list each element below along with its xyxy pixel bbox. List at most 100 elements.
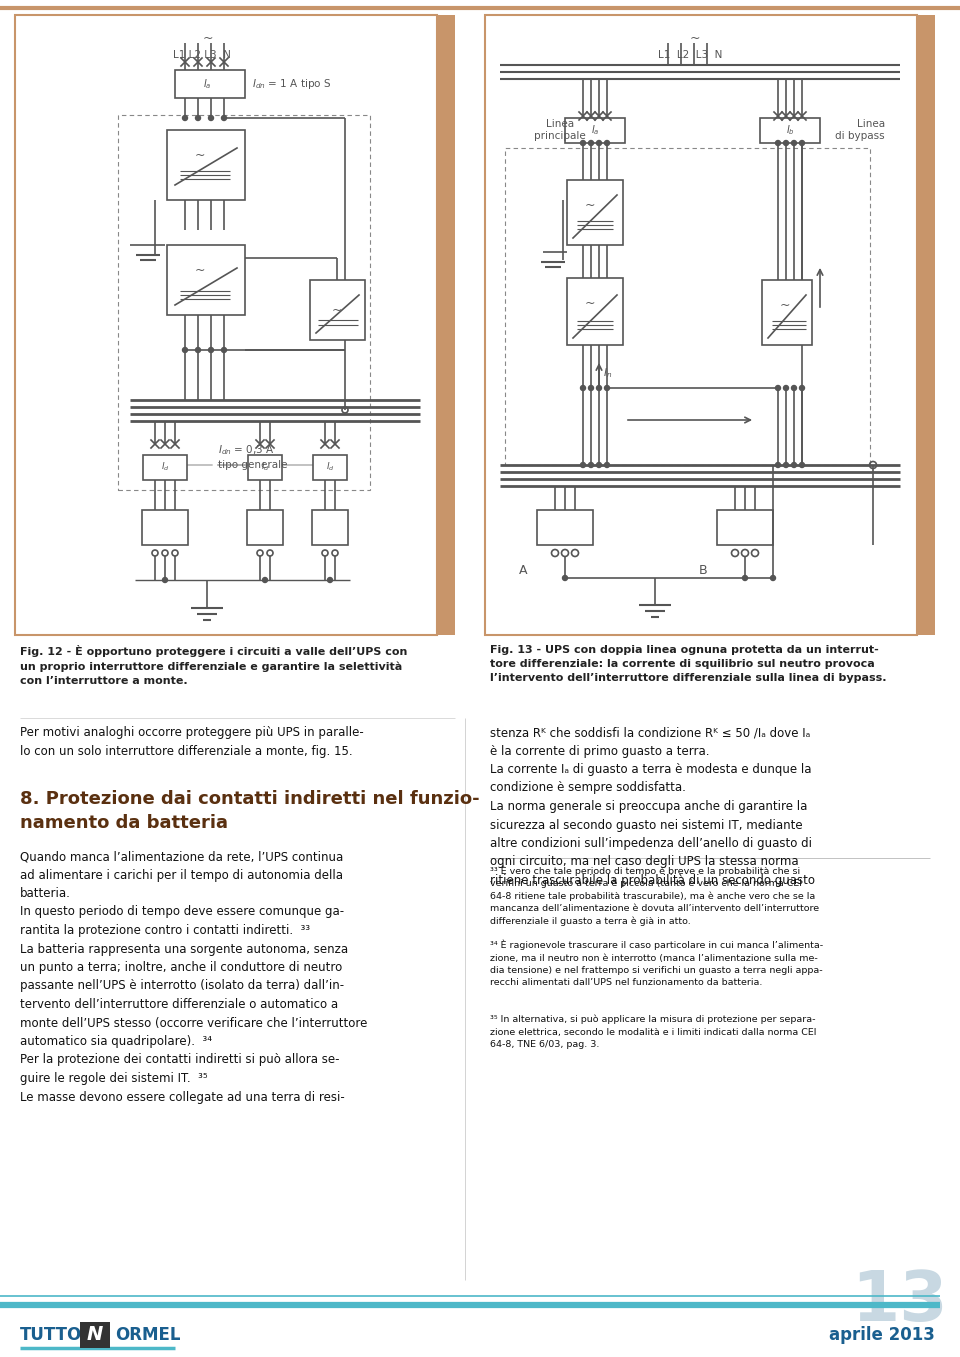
Circle shape <box>262 578 268 582</box>
Text: Fig. 13 - UPS con doppia linea ognuna protetta da un interrut-
tore differenzial: Fig. 13 - UPS con doppia linea ognuna pr… <box>490 645 886 683</box>
Circle shape <box>791 141 797 145</box>
Text: N: N <box>86 1326 103 1345</box>
Circle shape <box>776 385 780 391</box>
Text: Fig. 12 - È opportuno proteggere i circuiti a valle dell’UPS con
un proprio inte: Fig. 12 - È opportuno proteggere i circu… <box>20 645 407 685</box>
Text: stenza Rᴷ che soddisfi la condizione Rᴷ ≤ 50 /Iₐ dove Iₐ
è la corrente di primo : stenza Rᴷ che soddisfi la condizione Rᴷ … <box>490 726 815 887</box>
Circle shape <box>800 385 804 391</box>
Bar <box>313 455 347 480</box>
Text: Quando manca l’alimentazione da rete, l’UPS continua
ad alimentare i carichi per: Quando manca l’alimentazione da rete, l’… <box>20 849 368 1103</box>
Circle shape <box>162 578 167 582</box>
Bar <box>167 246 245 315</box>
Bar <box>312 510 348 546</box>
Circle shape <box>791 463 797 468</box>
Text: $I_n$: $I_n$ <box>603 366 612 380</box>
Circle shape <box>742 575 748 581</box>
Bar <box>247 510 283 546</box>
Circle shape <box>791 385 797 391</box>
Text: Per motivi analoghi occorre proteggere più UPS in paralle-
lo con un solo interr: Per motivi analoghi occorre proteggere p… <box>20 726 364 757</box>
Text: ~: ~ <box>195 148 205 161</box>
Bar <box>167 130 245 199</box>
Bar <box>143 455 187 480</box>
Circle shape <box>783 141 788 145</box>
Text: ~: ~ <box>780 299 790 312</box>
Text: aprile 2013: aprile 2013 <box>829 1326 935 1343</box>
Text: L1  L2  L3  N: L1 L2 L3 N <box>658 50 722 60</box>
Circle shape <box>581 141 586 145</box>
Circle shape <box>800 463 804 468</box>
Bar <box>142 510 188 546</box>
Bar <box>437 15 455 635</box>
Bar <box>485 15 917 635</box>
Circle shape <box>783 463 788 468</box>
Bar <box>175 71 245 98</box>
Circle shape <box>605 141 610 145</box>
Bar <box>15 15 437 635</box>
Text: $I_{dn}$ = 1 A tipo S: $I_{dn}$ = 1 A tipo S <box>252 77 331 91</box>
Text: tipo generale: tipo generale <box>218 460 287 470</box>
Text: ³³ È vero che tale periodo di tempo è breve e la probabilità che si
verifihi un : ³³ È vero che tale periodo di tempo è br… <box>490 864 819 927</box>
Bar <box>567 278 623 345</box>
Circle shape <box>327 578 332 582</box>
Circle shape <box>596 141 602 145</box>
Circle shape <box>208 347 213 353</box>
Circle shape <box>783 385 788 391</box>
Circle shape <box>182 347 187 353</box>
Text: ~: ~ <box>332 304 343 316</box>
Text: $I_d$: $I_d$ <box>160 461 169 474</box>
Bar <box>80 1322 110 1348</box>
Circle shape <box>222 347 227 353</box>
Text: 8. Protezione dai contatti indiretti nel funzio-
namento da batteria: 8. Protezione dai contatti indiretti nel… <box>20 790 480 832</box>
Bar <box>248 455 282 480</box>
Bar <box>917 15 935 635</box>
Text: Linea
di bypass: Linea di bypass <box>835 119 885 141</box>
Circle shape <box>563 575 567 581</box>
Circle shape <box>208 115 213 121</box>
Text: ~: ~ <box>689 31 700 45</box>
Circle shape <box>182 115 187 121</box>
Circle shape <box>581 385 586 391</box>
Text: A: A <box>518 563 527 577</box>
Bar <box>565 118 625 142</box>
Text: Linea
principale: Linea principale <box>534 119 586 141</box>
Text: ~: ~ <box>203 31 213 45</box>
Text: $I_d$: $I_d$ <box>260 461 270 474</box>
Bar <box>760 118 820 142</box>
Text: ³⁴ È ragionevole trascurare il caso particolare in cui manca l’alimenta-
zione, : ³⁴ È ragionevole trascurare il caso part… <box>490 940 823 987</box>
Circle shape <box>800 141 804 145</box>
Text: $I_d$: $I_d$ <box>325 461 334 474</box>
Bar <box>537 510 593 546</box>
Text: ~: ~ <box>195 263 205 277</box>
Circle shape <box>196 115 201 121</box>
Text: ~: ~ <box>585 296 595 309</box>
Bar <box>567 180 623 246</box>
Circle shape <box>581 463 586 468</box>
Text: TUTTO: TUTTO <box>20 1326 83 1343</box>
Bar <box>118 115 370 490</box>
Text: $I_b$: $I_b$ <box>785 123 795 137</box>
Circle shape <box>588 385 593 391</box>
Circle shape <box>605 463 610 468</box>
Text: 13: 13 <box>852 1267 948 1335</box>
Circle shape <box>196 347 201 353</box>
Circle shape <box>771 575 776 581</box>
Text: $I_a$: $I_a$ <box>590 123 599 137</box>
Circle shape <box>222 115 227 121</box>
Text: ~: ~ <box>585 198 595 212</box>
Circle shape <box>588 463 593 468</box>
Circle shape <box>596 385 602 391</box>
Circle shape <box>776 141 780 145</box>
Bar <box>505 148 870 465</box>
Text: ³⁵ In alternativa, si può applicare la misura di protezione per separa-
zione el: ³⁵ In alternativa, si può applicare la m… <box>490 1015 817 1049</box>
Circle shape <box>596 463 602 468</box>
Bar <box>717 510 773 546</box>
Bar <box>762 280 812 345</box>
Text: ORMEL: ORMEL <box>115 1326 180 1343</box>
Circle shape <box>605 385 610 391</box>
Text: B: B <box>698 563 707 577</box>
Circle shape <box>588 141 593 145</box>
Text: $I_{dn}$ = 0,3 A: $I_{dn}$ = 0,3 A <box>218 444 275 457</box>
Text: $I_a$: $I_a$ <box>203 77 211 91</box>
Bar <box>310 280 365 341</box>
Text: L1 L2 L3  N: L1 L2 L3 N <box>173 50 230 60</box>
Circle shape <box>776 463 780 468</box>
